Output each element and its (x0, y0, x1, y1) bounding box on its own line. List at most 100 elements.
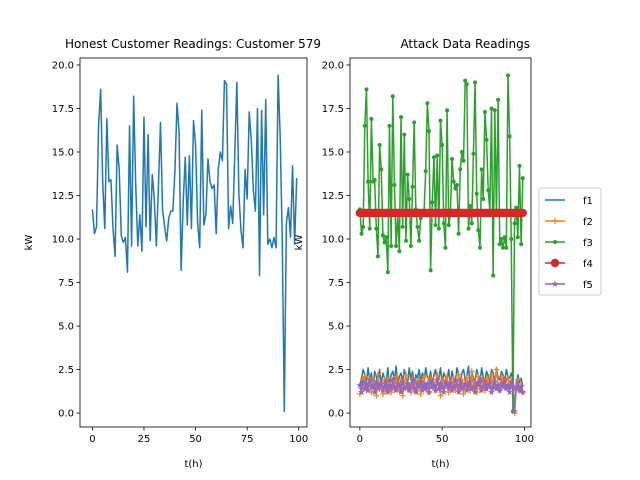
series-f5-marker (425, 388, 433, 396)
series-f3-marker (477, 245, 482, 250)
series-f5-marker (369, 381, 377, 389)
series-f5-marker (363, 379, 370, 387)
series-f5-marker (463, 386, 471, 394)
series-f5-marker (377, 379, 385, 387)
x-tick-label: 50 (436, 434, 449, 445)
series-f4-marker (518, 208, 527, 218)
series-f3-marker (385, 270, 390, 275)
series-f5-marker (414, 379, 421, 387)
series-line-0-line (91, 74, 298, 413)
series-f5-marker (422, 385, 430, 392)
series-f5-marker (361, 385, 369, 392)
series-f5-marker (479, 383, 487, 390)
series-f2-marker (421, 373, 428, 380)
series-f5-marker (496, 386, 504, 394)
series-f3-marker (512, 221, 517, 226)
series-f2-marker (374, 371, 381, 378)
x-axis-label: t(h) (184, 459, 202, 470)
series-f5-marker (498, 379, 505, 387)
series-f3-marker (492, 108, 497, 113)
series-f3-marker (430, 200, 435, 205)
series-f3-marker (403, 238, 408, 243)
series-f3-marker (459, 149, 464, 154)
series-f3-marker (412, 120, 417, 125)
legend-entry-f4-marker (550, 258, 560, 268)
series-f3-marker (505, 73, 510, 78)
series-f5-marker (397, 388, 405, 396)
y-tick-label: 12.5 (52, 191, 74, 202)
plot-area (355, 73, 527, 417)
y-tick-label: 2.5 (328, 365, 344, 376)
series-f5-marker (379, 386, 387, 394)
y-axis-label: kW (24, 235, 35, 251)
legend-box (538, 187, 602, 296)
y-tick-label: 5.0 (328, 322, 344, 333)
series-f5-marker (465, 381, 472, 389)
series-f5-marker (412, 388, 420, 396)
y-axis-label: kW (294, 235, 305, 251)
series-f3-marker (479, 167, 484, 172)
series-f3-marker (428, 268, 433, 273)
series-f5-marker (396, 381, 403, 389)
series-f5-marker (405, 386, 413, 394)
axes-frame (79, 57, 308, 428)
series-f3-marker (382, 240, 387, 245)
series-f5-marker (473, 379, 481, 387)
series-f5-marker (442, 378, 449, 385)
x-tick-label: 100 (515, 434, 534, 445)
series-f3-marker (482, 109, 487, 114)
series-f3-marker (369, 116, 374, 121)
series-f5-marker (356, 381, 364, 389)
series-f5-marker (460, 383, 467, 390)
series-f5-marker (504, 381, 512, 389)
legend-entry-f3-label: f3 (583, 238, 593, 249)
series-f2-marker (444, 373, 451, 380)
series-f3-marker (517, 163, 522, 168)
series-f5-marker (391, 383, 398, 390)
series-f2-marker (475, 373, 482, 380)
series-f3-marker (520, 176, 525, 181)
series-f2-marker (361, 373, 368, 380)
x-tick-label: 25 (138, 434, 151, 445)
legend: f1 f2 f3 f4 f5 (538, 187, 602, 296)
plot-area (91, 74, 298, 413)
series-f5-marker (450, 383, 457, 390)
series-f3-marker (394, 243, 399, 248)
series-f3-marker (450, 156, 455, 161)
series-f3-marker (366, 179, 371, 184)
series-f3-marker (453, 186, 458, 191)
series-f5-marker (427, 378, 434, 385)
series-f5-marker (507, 378, 515, 385)
series-f5-marker (509, 383, 517, 390)
legend-entry-f3: f3 (545, 238, 593, 249)
series-f5-marker (461, 379, 469, 387)
y-tick-label: 0.0 (58, 409, 74, 420)
series-f3-marker (387, 123, 392, 128)
series-f3-marker (417, 238, 422, 243)
series-f3-marker (418, 216, 423, 221)
y-tick-label: 7.5 (58, 278, 74, 289)
series-f3-marker (446, 223, 451, 228)
series-f3-marker (410, 184, 415, 189)
series-f2-marker (437, 392, 444, 399)
series-f3-marker (481, 196, 486, 201)
y-tick-label: 15.0 (52, 147, 74, 158)
series-f5-marker (443, 381, 451, 389)
series-f5-marker (384, 388, 392, 396)
series-f3-marker (425, 101, 430, 106)
series-f3-marker (507, 134, 512, 139)
series-f5-marker (470, 383, 477, 390)
series-f5-marker (420, 381, 428, 389)
legend-entry-f1: f1 (545, 196, 593, 207)
chart-title: Honest Customer Readings: Customer 579 (65, 37, 321, 51)
series-f5-marker (516, 386, 523, 394)
series-f2-marker (384, 375, 391, 382)
series-f3-marker (400, 224, 405, 229)
series-f3-marker (509, 237, 514, 242)
series-f3-marker (514, 205, 519, 210)
series-f5-marker (475, 381, 482, 389)
series-f5-marker (447, 379, 454, 387)
series-f5-marker (466, 378, 474, 385)
series-f5-marker (440, 388, 448, 396)
